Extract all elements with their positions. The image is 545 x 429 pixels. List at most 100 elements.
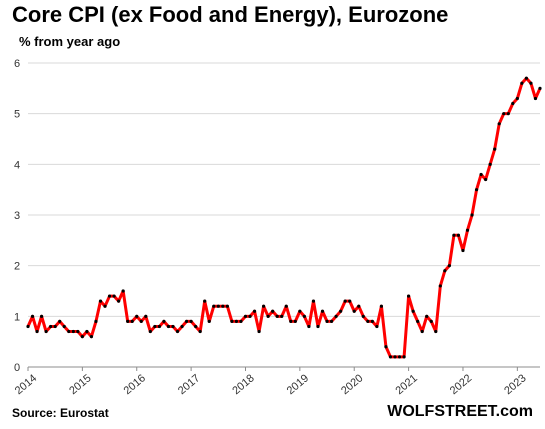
data-point: [189, 319, 193, 323]
data-point: [339, 309, 343, 313]
x-tick-label: 2017: [176, 372, 202, 397]
data-point: [379, 304, 384, 308]
data-point: [107, 294, 112, 298]
data-point: [533, 96, 538, 101]
chart-subtitle: % from year ago: [19, 34, 121, 49]
data-point: [284, 304, 288, 308]
data-point: [429, 319, 433, 323]
data-point: [434, 329, 438, 334]
data-point: [325, 319, 329, 323]
y-axis-ticks: 0 1 2 3 4 5 6: [14, 58, 20, 374]
data-point: [361, 314, 365, 318]
data-point: [135, 314, 139, 318]
data-point: [103, 304, 107, 308]
data-point: [225, 304, 229, 308]
y-tick-label: 0: [14, 362, 20, 374]
data-point: [397, 355, 402, 359]
data-point: [348, 299, 352, 303]
data-point: [175, 329, 180, 334]
data-point: [484, 177, 488, 182]
data-point: [538, 86, 542, 90]
data-point: [80, 335, 84, 339]
data-point: [194, 324, 198, 329]
data-point: [271, 309, 275, 313]
data-point: [171, 324, 175, 329]
data-point: [416, 319, 420, 323]
data-point: [89, 335, 94, 339]
data-point: [198, 329, 202, 334]
data-point: [470, 213, 474, 217]
x-tick-label: 2022: [448, 372, 474, 397]
data-point: [298, 309, 302, 313]
y-tick-label: 4: [14, 159, 20, 171]
data-point: [139, 319, 143, 323]
data-point: [162, 319, 166, 323]
x-tick-label: 2018: [230, 372, 256, 397]
data-point: [497, 122, 501, 126]
y-tick-label: 5: [14, 109, 20, 121]
brand-label: WOLFSTREET.com: [387, 403, 533, 420]
data-point: [266, 314, 270, 318]
data-point: [357, 304, 361, 308]
gridlines: [28, 62, 540, 368]
y-tick-label: 1: [14, 311, 20, 323]
data-point: [130, 319, 134, 323]
data-point: [166, 324, 171, 329]
data-point: [329, 319, 334, 323]
data-point: [39, 314, 44, 318]
data-point: [117, 299, 121, 303]
data-point: [465, 228, 470, 232]
data-point: [506, 112, 510, 116]
data-point: [44, 329, 48, 334]
data-point: [375, 324, 379, 329]
data-point: [511, 101, 515, 106]
data-point: [184, 319, 189, 323]
data-point: [479, 172, 483, 177]
data-point: [474, 188, 479, 192]
data-point: [212, 304, 216, 308]
data-point: [529, 81, 533, 85]
y-tick-label: 2: [14, 261, 20, 273]
data-point: [370, 319, 374, 323]
x-tick-label: 2014: [13, 372, 39, 397]
data-point: [257, 329, 261, 334]
data-point: [239, 319, 243, 323]
data-point: [94, 319, 98, 323]
data-point: [112, 294, 116, 298]
data-point: [121, 289, 125, 293]
data-point: [234, 319, 239, 323]
data-point: [280, 314, 284, 318]
data-point: [262, 304, 266, 308]
data-point: [456, 233, 461, 237]
data-point: [248, 314, 252, 318]
data-point: [447, 264, 451, 268]
data-point: [438, 284, 442, 288]
data-point: [126, 319, 130, 323]
data-point: [452, 233, 456, 237]
data-point: [53, 324, 57, 329]
data-point: [85, 329, 89, 334]
y-tick-label: 3: [14, 210, 20, 222]
data-point: [443, 269, 447, 273]
x-axis-ticks: 2014 2015 2016 2017 2018 2019 2020 2021 2022 2023: [13, 367, 529, 397]
data-point: [58, 319, 62, 323]
data-point: [153, 324, 157, 329]
x-tick-label: 2015: [67, 372, 93, 397]
data-point: [148, 329, 152, 334]
x-tick-label: 2023: [502, 372, 528, 397]
data-point: [252, 309, 257, 313]
data-point: [76, 329, 80, 334]
data-point: [62, 324, 66, 329]
x-tick-label: 2019: [285, 372, 311, 397]
data-point: [493, 147, 497, 151]
data-point: [407, 294, 411, 298]
data-point: [515, 96, 519, 101]
x-tick-label: 2020: [339, 372, 365, 397]
data-point: [343, 299, 347, 303]
data-point: [488, 162, 492, 166]
data-point: [207, 319, 211, 323]
data-point: [71, 329, 75, 334]
data-point: [320, 309, 325, 313]
data-point: [402, 355, 406, 359]
